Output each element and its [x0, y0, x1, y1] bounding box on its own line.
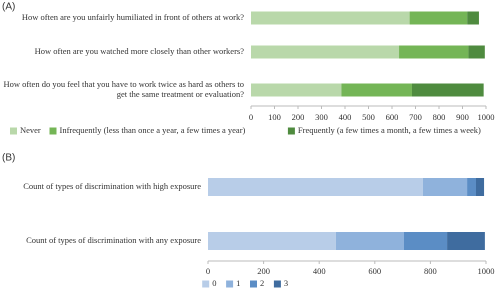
bar-segment: [251, 45, 400, 59]
legend-swatch: [10, 127, 17, 135]
bar-segment: [403, 232, 448, 250]
x-tick-label: 800: [433, 112, 446, 122]
legend-label: 3: [284, 278, 288, 288]
legend-swatch: [226, 280, 234, 288]
x-tick-label: 400: [339, 112, 352, 122]
legend-swatch: [250, 280, 257, 288]
bar-segment: [467, 178, 476, 196]
bar-segment: [341, 83, 412, 97]
legend-swatch: [202, 280, 210, 288]
legend-label: 2: [260, 278, 264, 288]
y-tick-label: Count of types of discrimination with an…: [26, 235, 201, 245]
x-tick-label: 600: [386, 112, 399, 122]
legend-label: Infrequently (less than once a year, a f…: [60, 125, 246, 135]
x-tick-label: 0: [206, 266, 210, 276]
bar-segment: [251, 83, 342, 97]
panel-label: (A): [2, 2, 15, 13]
legend-label: 0: [212, 278, 216, 288]
y-tick-label: How often do you feel that you have to w…: [3, 79, 244, 99]
legend-swatch: [49, 127, 57, 135]
x-tick-label: 1000: [478, 266, 495, 276]
bar-segment: [409, 11, 468, 25]
bar-segment: [467, 11, 479, 25]
bar-segment: [251, 11, 410, 25]
x-tick-label: 300: [315, 112, 328, 122]
y-tick-label: How often are you watched more closely t…: [35, 46, 245, 56]
x-tick-label: 900: [456, 112, 469, 122]
x-tick-label: 400: [313, 266, 326, 276]
x-tick-label: 0: [249, 112, 253, 122]
y-tick-label: Count of types of discrimination with hi…: [23, 181, 201, 191]
bar-segment: [335, 232, 404, 250]
x-tick-label: 1000: [478, 112, 495, 122]
x-tick-label: 100: [268, 112, 281, 122]
legend-label: Frequently (a few times a month, a few t…: [298, 125, 481, 135]
x-tick-label: 800: [424, 266, 437, 276]
legend-label: Never: [20, 125, 41, 135]
y-tick-label: How often are you unfairly humiliated in…: [22, 12, 244, 22]
bar-segment: [208, 232, 336, 250]
x-tick-label: 500: [362, 112, 375, 122]
legend-label: 1: [236, 278, 240, 288]
bar-segment: [411, 83, 484, 97]
bar-segment: [422, 178, 468, 196]
x-tick-label: 200: [257, 266, 270, 276]
bar-segment: [447, 232, 485, 250]
legend-swatch: [287, 127, 295, 135]
bar-segment: [208, 178, 423, 196]
bar-segment: [468, 45, 485, 59]
legend-swatch: [273, 280, 281, 288]
panel-label: (B): [2, 153, 15, 164]
bar-segment: [475, 178, 485, 196]
x-tick-label: 700: [409, 112, 422, 122]
bar-segment: [399, 45, 469, 59]
x-tick-label: 200: [292, 112, 305, 122]
x-tick-label: 600: [368, 266, 381, 276]
